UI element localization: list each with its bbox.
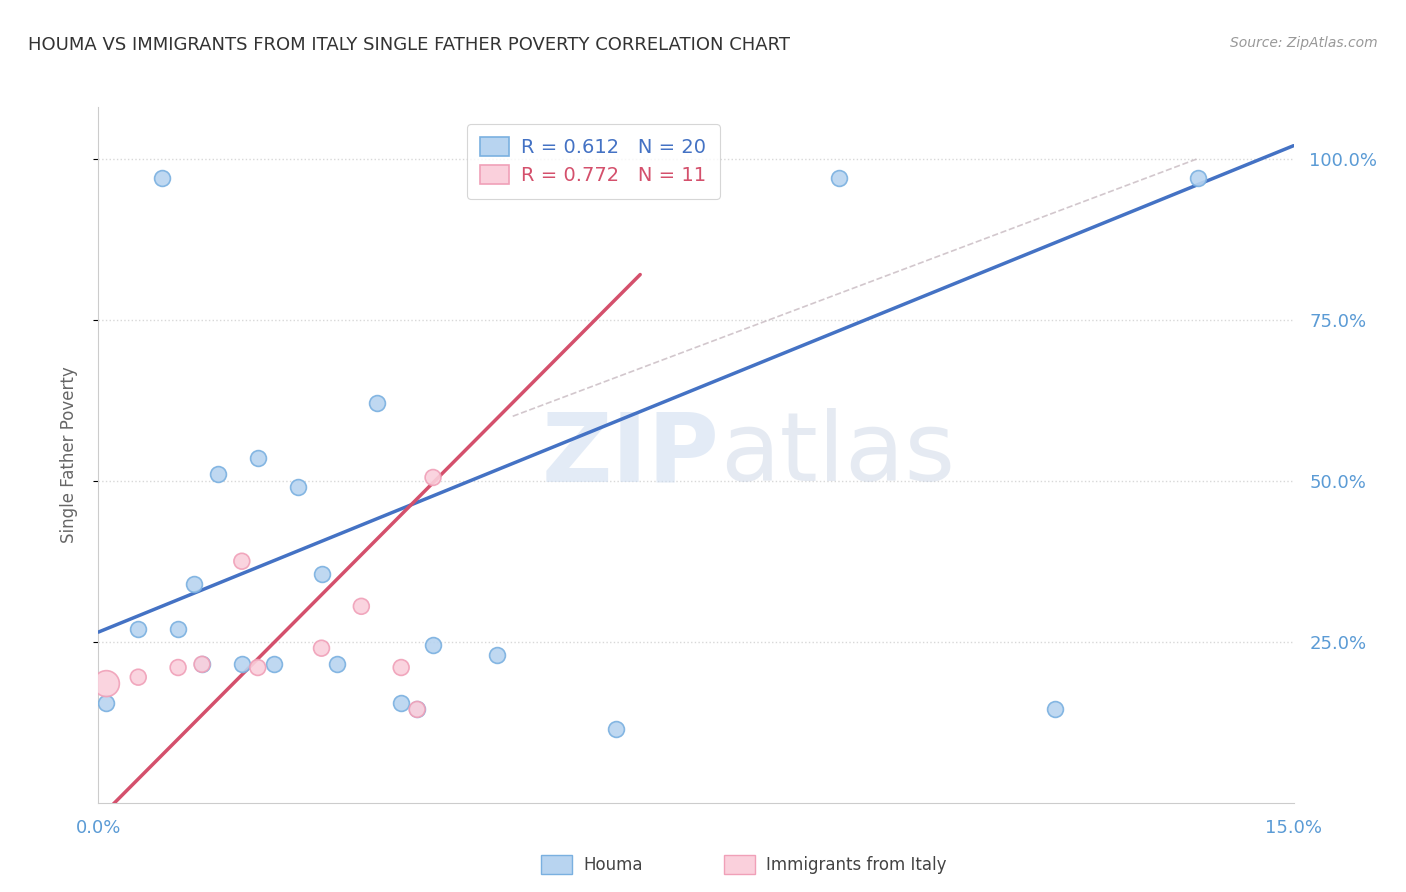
- Point: [406, 702, 429, 716]
- Text: ZIP: ZIP: [541, 409, 720, 501]
- Point: [167, 622, 190, 636]
- Text: Immigrants from Italy: Immigrants from Italy: [766, 856, 946, 874]
- Point: [231, 554, 253, 568]
- Point: [263, 657, 285, 672]
- Point: [311, 641, 333, 656]
- Point: [326, 657, 349, 672]
- Point: [207, 467, 229, 482]
- Point: [485, 648, 508, 662]
- Point: [127, 622, 149, 636]
- Text: atlas: atlas: [720, 409, 955, 501]
- Text: HOUMA VS IMMIGRANTS FROM ITALY SINGLE FATHER POVERTY CORRELATION CHART: HOUMA VS IMMIGRANTS FROM ITALY SINGLE FA…: [28, 36, 790, 54]
- Point: [406, 702, 429, 716]
- Point: [96, 676, 118, 690]
- Point: [605, 722, 627, 736]
- Point: [1187, 170, 1209, 185]
- Point: [150, 170, 173, 185]
- Point: [167, 660, 190, 674]
- Point: [366, 396, 388, 410]
- Point: [422, 638, 444, 652]
- Point: [422, 470, 444, 484]
- Text: Houma: Houma: [583, 856, 643, 874]
- Point: [96, 696, 118, 710]
- Point: [191, 657, 214, 672]
- Point: [231, 657, 253, 672]
- Point: [183, 576, 205, 591]
- Point: [1043, 702, 1066, 716]
- Point: [246, 451, 269, 466]
- Legend: R = 0.612   N = 20, R = 0.772   N = 11: R = 0.612 N = 20, R = 0.772 N = 11: [467, 124, 720, 199]
- Point: [191, 657, 214, 672]
- Y-axis label: Single Father Poverty: Single Father Poverty: [59, 367, 77, 543]
- Point: [127, 670, 149, 684]
- Point: [246, 660, 269, 674]
- Point: [389, 660, 412, 674]
- Point: [389, 696, 412, 710]
- Point: [287, 480, 309, 494]
- Text: Source: ZipAtlas.com: Source: ZipAtlas.com: [1230, 36, 1378, 50]
- Point: [350, 599, 373, 614]
- Point: [828, 170, 851, 185]
- Point: [311, 567, 333, 582]
